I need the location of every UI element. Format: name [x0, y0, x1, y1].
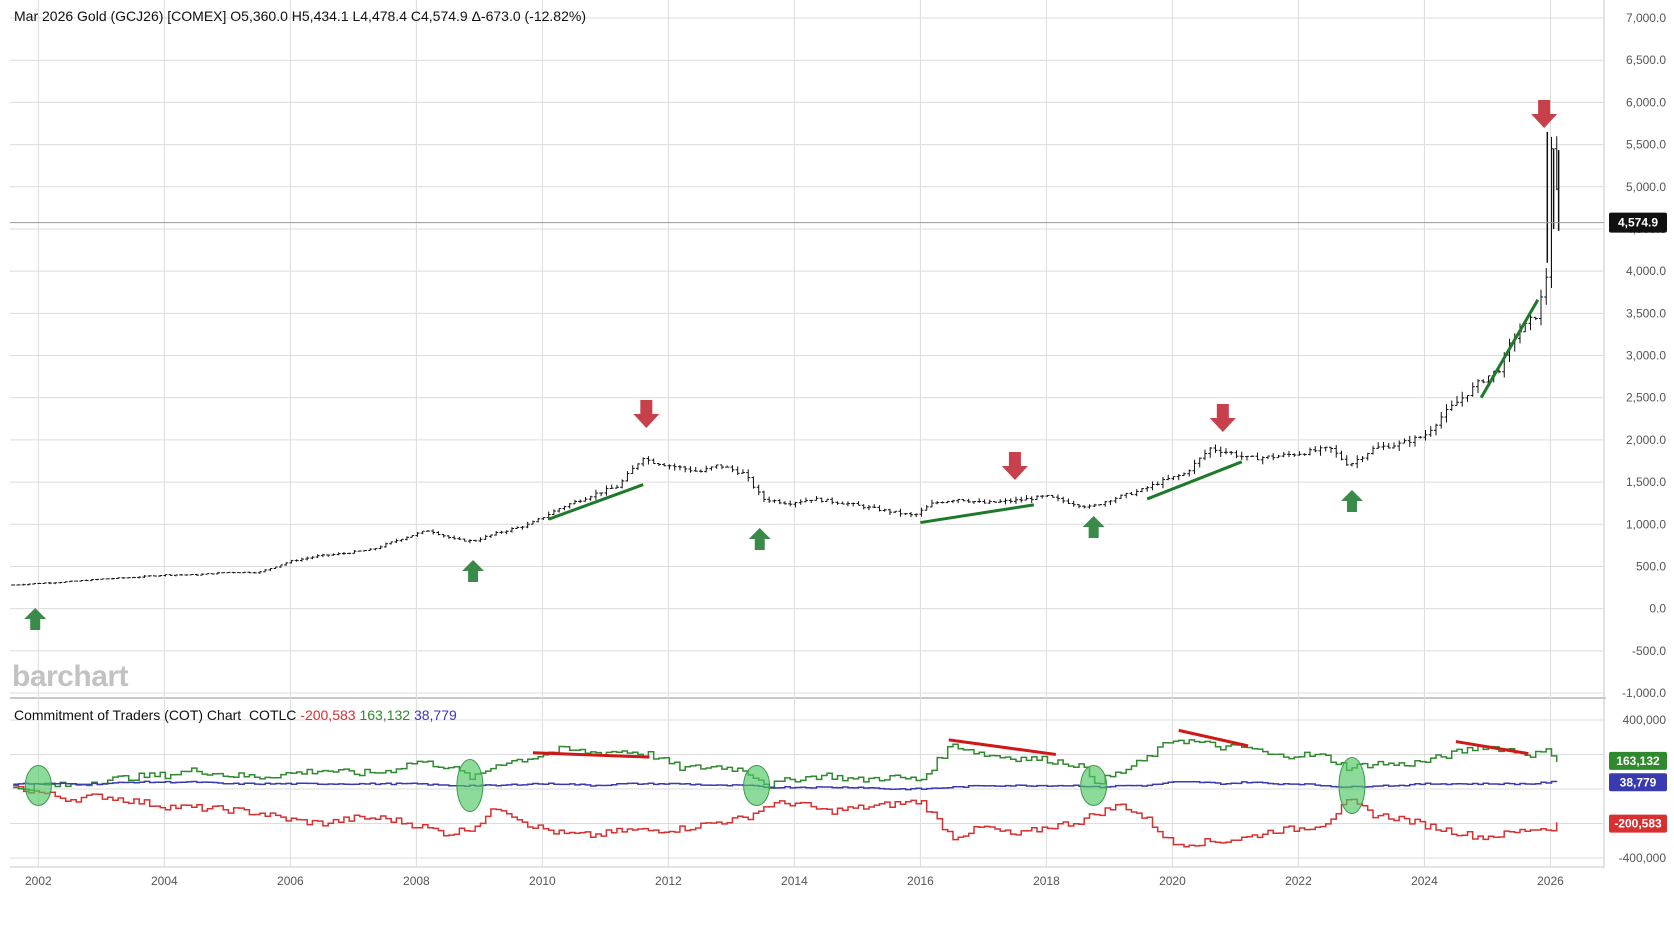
cot-ellipse [743, 765, 771, 807]
down-arrow [1531, 100, 1558, 128]
price-y-tick-label: 6,000.0 [1626, 95, 1666, 109]
cot-commercials-value: -200,583 [300, 707, 356, 723]
x-tick-label: 2020 [1159, 874, 1186, 888]
price-y-tick-label: 1,000.0 [1626, 517, 1666, 531]
price-y-tick-label: 5,000.0 [1626, 180, 1666, 194]
grid-lines [10, 0, 1606, 868]
price-y-tick-label: 0.0 [1649, 602, 1666, 616]
cot-y-tick-label: -400,000 [1619, 851, 1667, 865]
cot-large-specs-line-badge [1609, 751, 1667, 770]
cot-title: Commitment of Traders (COT) Chart [14, 707, 242, 723]
down-arrow [1209, 404, 1236, 432]
annotations [24, 100, 1558, 815]
cot-large-specs-line [13, 739, 1558, 791]
price-y-tick-label: 3,000.0 [1626, 349, 1666, 363]
x-tick-label: 2002 [25, 874, 52, 888]
x-tick-label: 2018 [1033, 874, 1060, 888]
cot-commercials-line-value: -200,583 [1614, 817, 1662, 831]
price-trendline [1146, 460, 1243, 501]
price-trendline [920, 503, 1035, 525]
barchart-logo: barchart [12, 660, 129, 693]
up-arrow [462, 560, 485, 582]
up-arrow [24, 608, 47, 630]
cot-small-specs-line-value: 38,779 [1620, 775, 1657, 789]
price-y-tick-label: -1,000.0 [1622, 686, 1666, 700]
cot-ellipse [1338, 757, 1366, 815]
up-arrow [748, 528, 771, 550]
cot-code: COTLC [248, 707, 297, 723]
last-price-label: 4,574.9 [1618, 216, 1658, 230]
cot-header: Commitment of Traders (COT) Chart COTLC … [14, 707, 457, 723]
down-arrow [1001, 452, 1028, 480]
price-y-tick-label: 2,000.0 [1626, 433, 1666, 447]
cot-commercials-line [13, 784, 1558, 848]
price-y-tick-label: 4,000.0 [1626, 264, 1666, 278]
cot-ellipse [24, 765, 52, 807]
cot-large-specs-line-value: 163,132 [1616, 754, 1660, 768]
last-price-badge [1609, 212, 1667, 233]
symbol-line: Mar 2026 Gold (GCJ26) [COMEX] O5,360.0 H… [14, 8, 586, 24]
cot-large-specs-value: 163,132 [359, 707, 411, 723]
price-y-tick-label: 500.0 [1636, 559, 1666, 573]
cot-ellipse [1080, 765, 1108, 807]
price-y-tick-label: 6,500.0 [1626, 53, 1666, 67]
x-tick-label: 2010 [529, 874, 556, 888]
x-tick-label: 2014 [781, 874, 808, 888]
x-tick-label: 2016 [907, 874, 934, 888]
x-tick-label: 2006 [277, 874, 304, 888]
axes: 7,000.06,500.06,000.05,500.05,000.04,500… [25, 11, 1667, 888]
cot-small-specs-value: 38,779 [413, 707, 457, 723]
cot-small-specs-line [13, 780, 1558, 791]
cot-y-tick-label: 400,000 [1623, 713, 1667, 727]
cot-lines [13, 739, 1558, 848]
price-y-tick-label: 5,500.0 [1626, 138, 1666, 152]
price-bars [10, 131, 1604, 586]
price-header: Mar 2026 Gold (GCJ26) [COMEX] O5,360.0 H… [14, 8, 586, 24]
up-arrow [1082, 516, 1105, 538]
x-tick-label: 2022 [1285, 874, 1312, 888]
price-y-tick-label: 3,500.0 [1626, 306, 1666, 320]
cot-trendline [1455, 740, 1529, 756]
cot-small-specs-line-badge [1609, 773, 1667, 792]
cot-trendline [1178, 728, 1249, 748]
cot-trendline [532, 751, 650, 759]
price-y-tick-label: 7,000.0 [1626, 11, 1666, 25]
price-trendline [548, 483, 644, 521]
cot-trendline [948, 738, 1057, 756]
up-arrow [1340, 490, 1363, 512]
x-tick-label: 2004 [151, 874, 178, 888]
price-y-tick-label: 2,500.0 [1626, 391, 1666, 405]
cot-ellipse [456, 759, 484, 813]
down-arrow [633, 400, 660, 428]
x-tick-label: 2024 [1411, 874, 1438, 888]
cot-commercials-line-badge [1609, 814, 1667, 833]
x-tick-label: 2012 [655, 874, 682, 888]
x-tick-label: 2026 [1537, 874, 1564, 888]
x-tick-label: 2008 [403, 874, 430, 888]
price-y-tick-label: -500.0 [1632, 644, 1666, 658]
price-y-tick-label: 1,500.0 [1626, 475, 1666, 489]
price-trendline [1479, 299, 1540, 399]
